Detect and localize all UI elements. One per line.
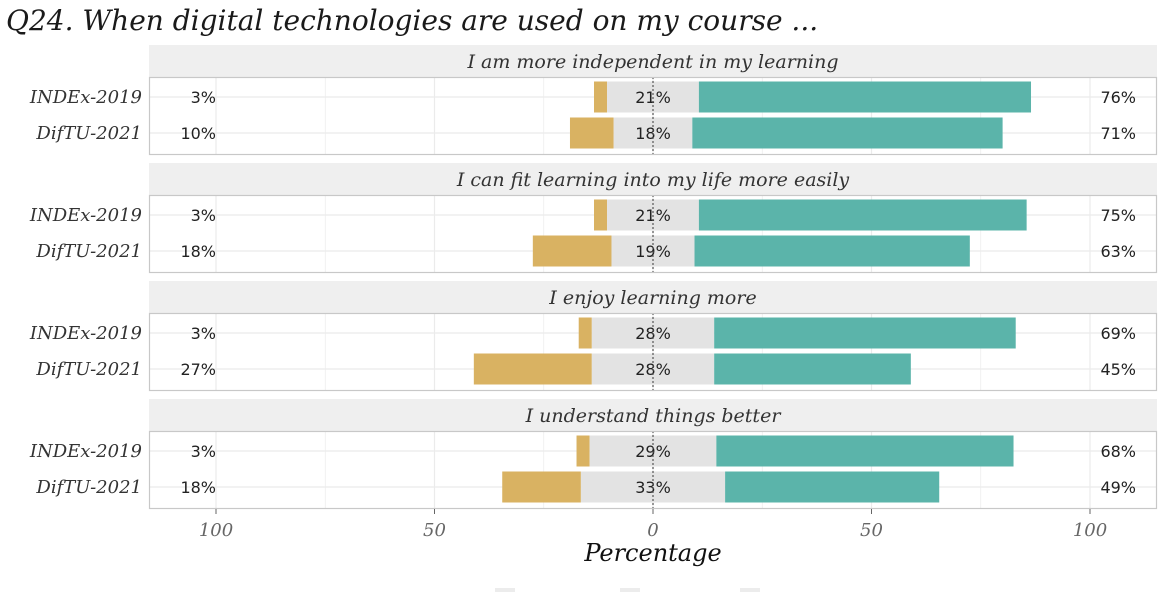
disagree-label: 10% — [180, 124, 216, 143]
legend-key-disagree — [495, 588, 515, 592]
category-label: INDEx-2019 — [29, 441, 142, 462]
agree-label: 69% — [1100, 324, 1136, 343]
bar-agree — [694, 235, 970, 267]
category-label: DifTU-2021 — [35, 477, 142, 498]
category-label: DifTU-2021 — [35, 359, 142, 380]
bar-disagree — [532, 235, 612, 267]
bar-agree — [725, 471, 940, 503]
facet-strip — [149, 399, 1157, 431]
disagree-label: 3% — [191, 442, 216, 461]
x-axis-label: Percentage — [583, 539, 721, 567]
disagree-label: 3% — [191, 324, 216, 343]
bar-disagree — [473, 353, 592, 385]
bar-disagree — [578, 317, 592, 349]
bar-disagree — [594, 81, 608, 113]
facet-panels: I am more independent in my learning INDE… — [29, 45, 1158, 510]
agree-label: 75% — [1100, 206, 1136, 225]
bar-agree — [714, 317, 1016, 349]
agree-label: 76% — [1100, 88, 1136, 107]
x-axis: 100 50 0 50 100 — [199, 509, 1107, 541]
legend-key-neutral — [620, 588, 640, 592]
disagree-label: 3% — [191, 88, 216, 107]
agree-label: 49% — [1100, 478, 1136, 497]
bar-agree — [698, 81, 1032, 113]
bar-agree — [698, 199, 1027, 231]
facet-panel-0: I am more independent in my learning INDE… — [29, 45, 1158, 156]
bar-agree — [692, 117, 1003, 149]
bar-disagree — [594, 199, 608, 231]
category-label: INDEx-2019 — [29, 205, 142, 226]
category-label: INDEx-2019 — [29, 87, 142, 108]
category-label: DifTU-2021 — [35, 241, 142, 262]
x-tick-label: 50 — [423, 520, 446, 541]
facet-title: I can fit learning into my life more eas… — [456, 169, 850, 191]
facet-strip — [149, 163, 1157, 195]
facet-strip — [149, 45, 1157, 77]
agree-label: 63% — [1100, 242, 1136, 261]
disagree-label: 18% — [180, 242, 216, 261]
x-tick-label: 50 — [860, 520, 883, 541]
bar-disagree — [576, 435, 590, 467]
disagree-label: 18% — [180, 478, 216, 497]
facet-title: I am more independent in my learning — [466, 51, 838, 73]
x-tick-label: 100 — [1073, 520, 1107, 541]
legend — [495, 588, 760, 592]
disagree-label: 27% — [180, 360, 216, 379]
disagree-label: 3% — [191, 206, 216, 225]
chart-title: Q24. When digital technologies are used … — [6, 4, 818, 37]
panel-border — [148, 312, 1158, 392]
category-label: INDEx-2019 — [29, 323, 142, 344]
panel-border — [148, 194, 1158, 274]
facet-title: I enjoy learning more — [548, 287, 756, 309]
agree-label: 45% — [1100, 360, 1136, 379]
panel-border — [148, 76, 1158, 156]
agree-label: 71% — [1100, 124, 1136, 143]
x-tick-label: 0 — [647, 520, 658, 541]
agree-label: 68% — [1100, 442, 1136, 461]
facet-strip — [149, 281, 1157, 313]
facet-title: I understand things better — [525, 405, 783, 427]
facet-panel-1: I can fit learning into my life more eas… — [29, 163, 1158, 274]
legend-key-agree — [740, 588, 760, 592]
category-label: DifTU-2021 — [35, 123, 142, 144]
panel-border — [148, 430, 1158, 510]
bar-agree — [714, 353, 911, 385]
bar-agree — [716, 435, 1014, 467]
bar-disagree — [502, 471, 581, 503]
x-tick-label: 100 — [199, 520, 233, 541]
bar-disagree — [569, 117, 614, 149]
